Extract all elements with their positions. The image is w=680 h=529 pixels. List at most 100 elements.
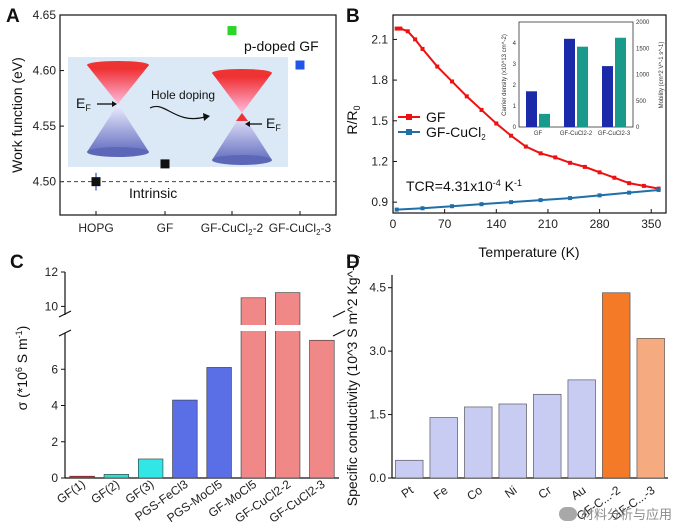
panel-c-xtick-label: GF(1) [54, 477, 88, 506]
panel-b-ytick-label: 1.5 [371, 114, 388, 128]
hole-doping-arrowhead [203, 113, 210, 121]
panel-b-point [450, 79, 455, 84]
cone-bottom-right [212, 155, 272, 165]
panel-c-bar [274, 292, 301, 479]
panel-a-point [295, 60, 305, 70]
watermark-text: 材料分析与应用 [580, 508, 672, 523]
panel-c-bar [137, 458, 164, 479]
inset-category-label: GF [534, 131, 543, 137]
wechat-icon [558, 506, 577, 521]
panel-d-bar [602, 292, 631, 479]
panel-b-point [420, 206, 425, 211]
panel-c-bar-break [240, 325, 267, 331]
panel-b-point [656, 187, 661, 192]
panel-d-ytick-label: 4.5 [369, 281, 386, 295]
panel-c-ytick-label: 0 [51, 471, 58, 485]
panel-c-ytick-label: 2 [51, 435, 58, 449]
panel-b-legend-label: GF [426, 109, 445, 125]
panel-b-ytick-label: 1.8 [371, 73, 388, 87]
tcr-annotation: TCR=4.31x10-4 K-1 [406, 178, 522, 194]
panel-b-xtick-label: 70 [438, 217, 452, 231]
panel-c-bar [103, 474, 130, 479]
panel-b-point [612, 175, 617, 180]
panel-d-xtick-label: Co [464, 483, 485, 503]
panel-a-xtick-label: HOPG [78, 221, 113, 235]
inset-left-tick: 2 [513, 83, 517, 89]
panel-b-point [538, 198, 543, 203]
valence-cone-right [212, 113, 272, 160]
panel-d-ylabel: Specific conductivity (10^3 S m^2 Kg^-1) [344, 254, 360, 506]
panel-d-bar [567, 379, 596, 479]
panel-b-xtick-label: 350 [641, 217, 661, 231]
panel-b-point [509, 200, 514, 205]
inset-left-tick: 0 [513, 125, 517, 131]
panel-b-point [435, 64, 440, 69]
panel-d-ytick-label: 0.0 [369, 471, 386, 485]
panel-d-bar [464, 406, 493, 479]
panel-b-ytick-label: 2.1 [371, 32, 388, 46]
panel-b-point [413, 37, 418, 42]
fermi-arrowhead-right [245, 121, 250, 127]
inset-right-tick: 1000 [636, 73, 650, 79]
cone-top-right [212, 69, 272, 77]
panel-d-xtick-label: Ni [502, 483, 519, 501]
panel-b-point [398, 26, 403, 31]
panel-a-xtick-label: GF [157, 221, 174, 235]
panel-a-ytick-label: 4.55 [33, 119, 57, 133]
inset-left-tick: 4 [513, 41, 517, 47]
panel-d-bar [636, 338, 665, 479]
inset-category-label: GF-CuCl2-3 [598, 131, 631, 137]
inset-right-tick: 0 [636, 125, 640, 131]
conduction-cone-left [87, 65, 149, 104]
panel-c-bar-break [274, 325, 301, 331]
inset-left-tick: 1 [513, 104, 517, 110]
panel-a-ytick-label: 4.50 [33, 175, 57, 189]
panel-b-point [627, 181, 632, 186]
panel-b-point [420, 46, 425, 51]
panel-b-point [450, 204, 455, 209]
hole-doping-label: Hole doping [151, 88, 215, 102]
panel-b-xtick-label: 140 [486, 217, 506, 231]
p-doped-label: p-doped GF [244, 38, 319, 54]
panel-label-c: C [10, 252, 24, 273]
panel-b-ytick-label: 1.2 [371, 154, 388, 168]
panel-b-legend-label: GF-CuCl2 [426, 124, 486, 142]
panel-b-legend-marker [406, 114, 412, 120]
panel-b-point [405, 29, 410, 34]
panel-a-point [160, 159, 170, 169]
panel-label-a: A [6, 6, 20, 27]
inset-left-tick: 3 [513, 62, 517, 68]
panel-c-break-mark [332, 310, 346, 318]
panel-b-point [627, 190, 632, 195]
panel-c-ytick-label: 4 [51, 399, 58, 413]
panel-b-xlabel: Temperature (K) [478, 244, 579, 260]
panel-b-ytick-label: 0.9 [371, 195, 388, 209]
dirac-cone-illustration: EF EF Hole doping [68, 57, 288, 167]
panel-label-d: D [346, 252, 360, 273]
panel-b-point [597, 170, 602, 175]
panel-b-point [509, 133, 514, 138]
panel-b-xtick-label: 0 [390, 217, 397, 231]
panel-c-bar [172, 399, 198, 479]
inset-category-label: GF-CuCl2-2 [560, 131, 593, 137]
inset-mobility-bar [577, 46, 588, 127]
panel-d-xtick-label: Fe [431, 483, 451, 503]
panel-b-point [479, 202, 484, 207]
panel-d-bar [429, 417, 458, 479]
panel-d-bar [498, 403, 527, 479]
hole-pocket [236, 113, 248, 121]
watermark: 材料分析与应用 [558, 504, 672, 523]
inset-density-bar [602, 66, 613, 127]
cone-bottom-left [87, 147, 149, 157]
panel-b-legend-marker [406, 129, 412, 135]
panel-b-point [394, 26, 399, 31]
panel-b-point [553, 155, 558, 160]
panel-c-bar [309, 339, 335, 479]
panel-a-point [227, 26, 237, 36]
panel-b-point [568, 196, 573, 201]
panel-c-bar [240, 297, 267, 479]
panel-c-ytick-label: 10 [45, 299, 59, 313]
panel-b-ylabel: R/R0 [344, 105, 362, 134]
